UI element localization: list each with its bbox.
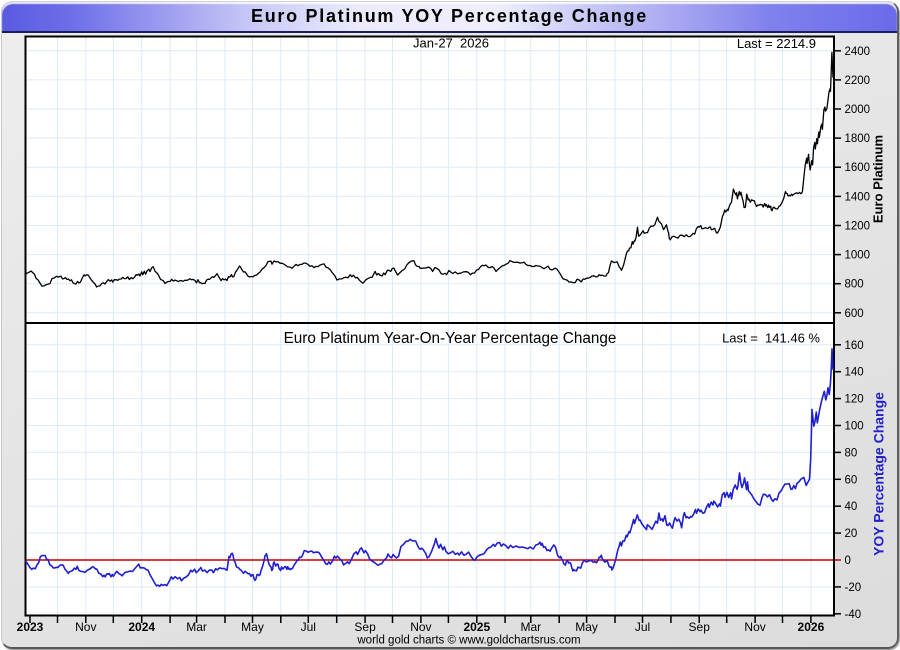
- svg-text:40: 40: [845, 501, 858, 513]
- svg-text:Euro Platinum: Euro Platinum: [871, 135, 886, 223]
- svg-text:Euro Platinum Year-On-Year Per: Euro Platinum Year-On-Year Percentage Ch…: [284, 330, 617, 347]
- svg-text:May: May: [241, 620, 264, 634]
- svg-text:100: 100: [845, 421, 864, 433]
- svg-text:Sep: Sep: [354, 620, 376, 634]
- svg-text:-20: -20: [845, 582, 862, 594]
- svg-text:120: 120: [845, 394, 864, 406]
- svg-text:Last = 2214.9: Last = 2214.9: [737, 36, 816, 51]
- svg-text:Jul: Jul: [635, 620, 650, 634]
- svg-text:Mar: Mar: [186, 620, 207, 634]
- svg-text:140: 140: [845, 367, 864, 379]
- svg-text:Jan-27 2026: Jan-27 2026: [413, 36, 489, 51]
- svg-text:80: 80: [845, 447, 858, 459]
- svg-text:20: 20: [845, 528, 858, 540]
- svg-text:1200: 1200: [845, 221, 871, 233]
- svg-text:Jul: Jul: [301, 620, 316, 634]
- svg-text:160: 160: [845, 340, 864, 352]
- svg-text:YOY Percentage Change: YOY Percentage Change: [871, 392, 887, 556]
- svg-text:1000: 1000: [845, 250, 871, 262]
- svg-text:Nov: Nov: [410, 620, 431, 634]
- svg-text:800: 800: [845, 279, 864, 291]
- svg-text:world gold charts © www.goldch: world gold charts © www.goldchartsrus.co…: [356, 635, 580, 647]
- svg-text:2026: 2026: [798, 620, 825, 634]
- svg-text:May: May: [575, 620, 598, 634]
- svg-text:2400: 2400: [845, 46, 871, 58]
- svg-text:60: 60: [845, 474, 858, 486]
- svg-text:Sep: Sep: [689, 620, 711, 634]
- svg-text:-40: -40: [845, 609, 862, 621]
- svg-text:0: 0: [845, 555, 851, 567]
- svg-text:600: 600: [845, 308, 864, 320]
- svg-text:2023: 2023: [17, 620, 44, 634]
- svg-text:2025: 2025: [463, 620, 490, 634]
- svg-text:Mar: Mar: [520, 620, 541, 634]
- svg-text:Nov: Nov: [75, 620, 96, 634]
- svg-text:Nov: Nov: [744, 620, 765, 634]
- svg-text:1400: 1400: [845, 191, 871, 203]
- svg-text:2200: 2200: [845, 75, 871, 87]
- svg-text:2024: 2024: [128, 620, 155, 634]
- svg-text:2000: 2000: [845, 104, 871, 116]
- svg-text:Last = 141.46 %: Last = 141.46 %: [722, 331, 820, 346]
- svg-text:1800: 1800: [845, 133, 871, 145]
- svg-text:1600: 1600: [845, 162, 871, 174]
